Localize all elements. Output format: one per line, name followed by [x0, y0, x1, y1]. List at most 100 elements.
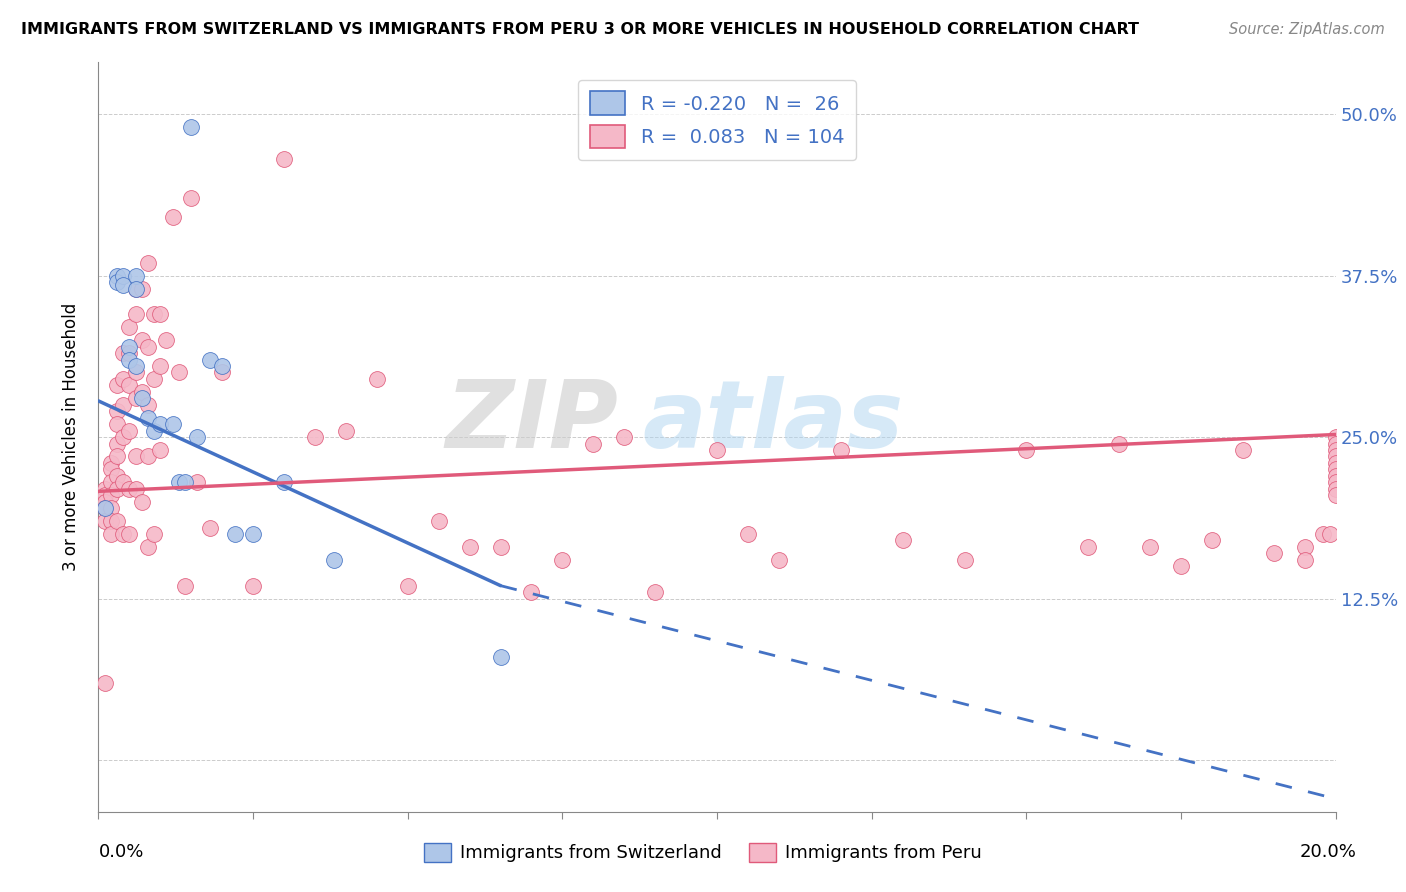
- Point: [211, 366, 233, 380]
- Point: [1170, 559, 1192, 574]
- Point: [100, 456, 122, 470]
- Point: [124, 482, 146, 496]
- Point: [105, 275, 128, 289]
- Point: [1139, 540, 1161, 554]
- Point: [105, 404, 128, 418]
- Point: [100, 514, 122, 528]
- Point: [174, 579, 197, 593]
- Point: [100, 501, 122, 516]
- Point: [198, 520, 221, 534]
- Point: [124, 281, 146, 295]
- Point: [273, 475, 295, 490]
- Point: [124, 366, 146, 380]
- Point: [118, 320, 141, 334]
- Text: 0.0%: 0.0%: [98, 843, 143, 861]
- Point: [93, 501, 115, 516]
- Point: [613, 430, 636, 444]
- Point: [830, 442, 852, 457]
- Point: [105, 468, 128, 483]
- Point: [149, 359, 172, 373]
- Point: [1324, 468, 1347, 483]
- Point: [551, 553, 574, 567]
- Point: [93, 494, 115, 508]
- Point: [186, 475, 208, 490]
- Point: [143, 307, 166, 321]
- Point: [105, 378, 128, 392]
- Point: [1312, 527, 1334, 541]
- Point: [891, 533, 914, 548]
- Point: [1324, 436, 1347, 450]
- Point: [149, 417, 172, 432]
- Point: [105, 450, 128, 464]
- Point: [112, 527, 135, 541]
- Point: [149, 442, 172, 457]
- Point: [112, 398, 135, 412]
- Point: [93, 514, 115, 528]
- Point: [1324, 475, 1347, 490]
- Legend: R = -0.220   N =  26, R =  0.083   N = 104: R = -0.220 N = 26, R = 0.083 N = 104: [578, 79, 856, 161]
- Point: [198, 352, 221, 367]
- Point: [1201, 533, 1223, 548]
- Point: [1108, 436, 1130, 450]
- Point: [136, 255, 159, 269]
- Point: [1294, 553, 1316, 567]
- Text: ZIP: ZIP: [446, 376, 619, 468]
- Point: [124, 392, 146, 406]
- Point: [136, 340, 159, 354]
- Point: [174, 475, 197, 490]
- Point: [105, 482, 128, 496]
- Point: [706, 442, 728, 457]
- Point: [118, 346, 141, 360]
- Point: [1319, 527, 1341, 541]
- Point: [100, 527, 122, 541]
- Point: [737, 527, 759, 541]
- Point: [167, 366, 190, 380]
- Point: [136, 540, 159, 554]
- Point: [149, 307, 172, 321]
- Point: [136, 450, 159, 464]
- Point: [112, 268, 135, 283]
- Point: [143, 424, 166, 438]
- Point: [768, 553, 790, 567]
- Point: [131, 384, 153, 399]
- Point: [1324, 442, 1347, 457]
- Point: [124, 359, 146, 373]
- Point: [124, 307, 146, 321]
- Point: [118, 378, 141, 392]
- Point: [112, 346, 135, 360]
- Point: [118, 340, 141, 354]
- Text: 20.0%: 20.0%: [1301, 843, 1357, 861]
- Point: [112, 475, 135, 490]
- Point: [180, 191, 202, 205]
- Point: [427, 514, 450, 528]
- Point: [118, 352, 141, 367]
- Point: [124, 450, 146, 464]
- Point: [489, 540, 512, 554]
- Point: [1263, 546, 1285, 560]
- Point: [93, 482, 115, 496]
- Point: [112, 430, 135, 444]
- Point: [105, 436, 128, 450]
- Point: [100, 475, 122, 490]
- Point: [100, 462, 122, 476]
- Point: [124, 268, 146, 283]
- Point: [304, 430, 326, 444]
- Point: [124, 281, 146, 295]
- Point: [131, 281, 153, 295]
- Point: [180, 120, 202, 134]
- Point: [162, 417, 184, 432]
- Point: [143, 372, 166, 386]
- Point: [105, 268, 128, 283]
- Point: [458, 540, 481, 554]
- Point: [1324, 488, 1347, 502]
- Point: [162, 211, 184, 225]
- Point: [1232, 442, 1254, 457]
- Point: [100, 488, 122, 502]
- Point: [1294, 540, 1316, 554]
- Point: [644, 585, 666, 599]
- Point: [489, 649, 512, 664]
- Point: [1324, 482, 1347, 496]
- Point: [211, 359, 233, 373]
- Point: [1324, 450, 1347, 464]
- Point: [136, 398, 159, 412]
